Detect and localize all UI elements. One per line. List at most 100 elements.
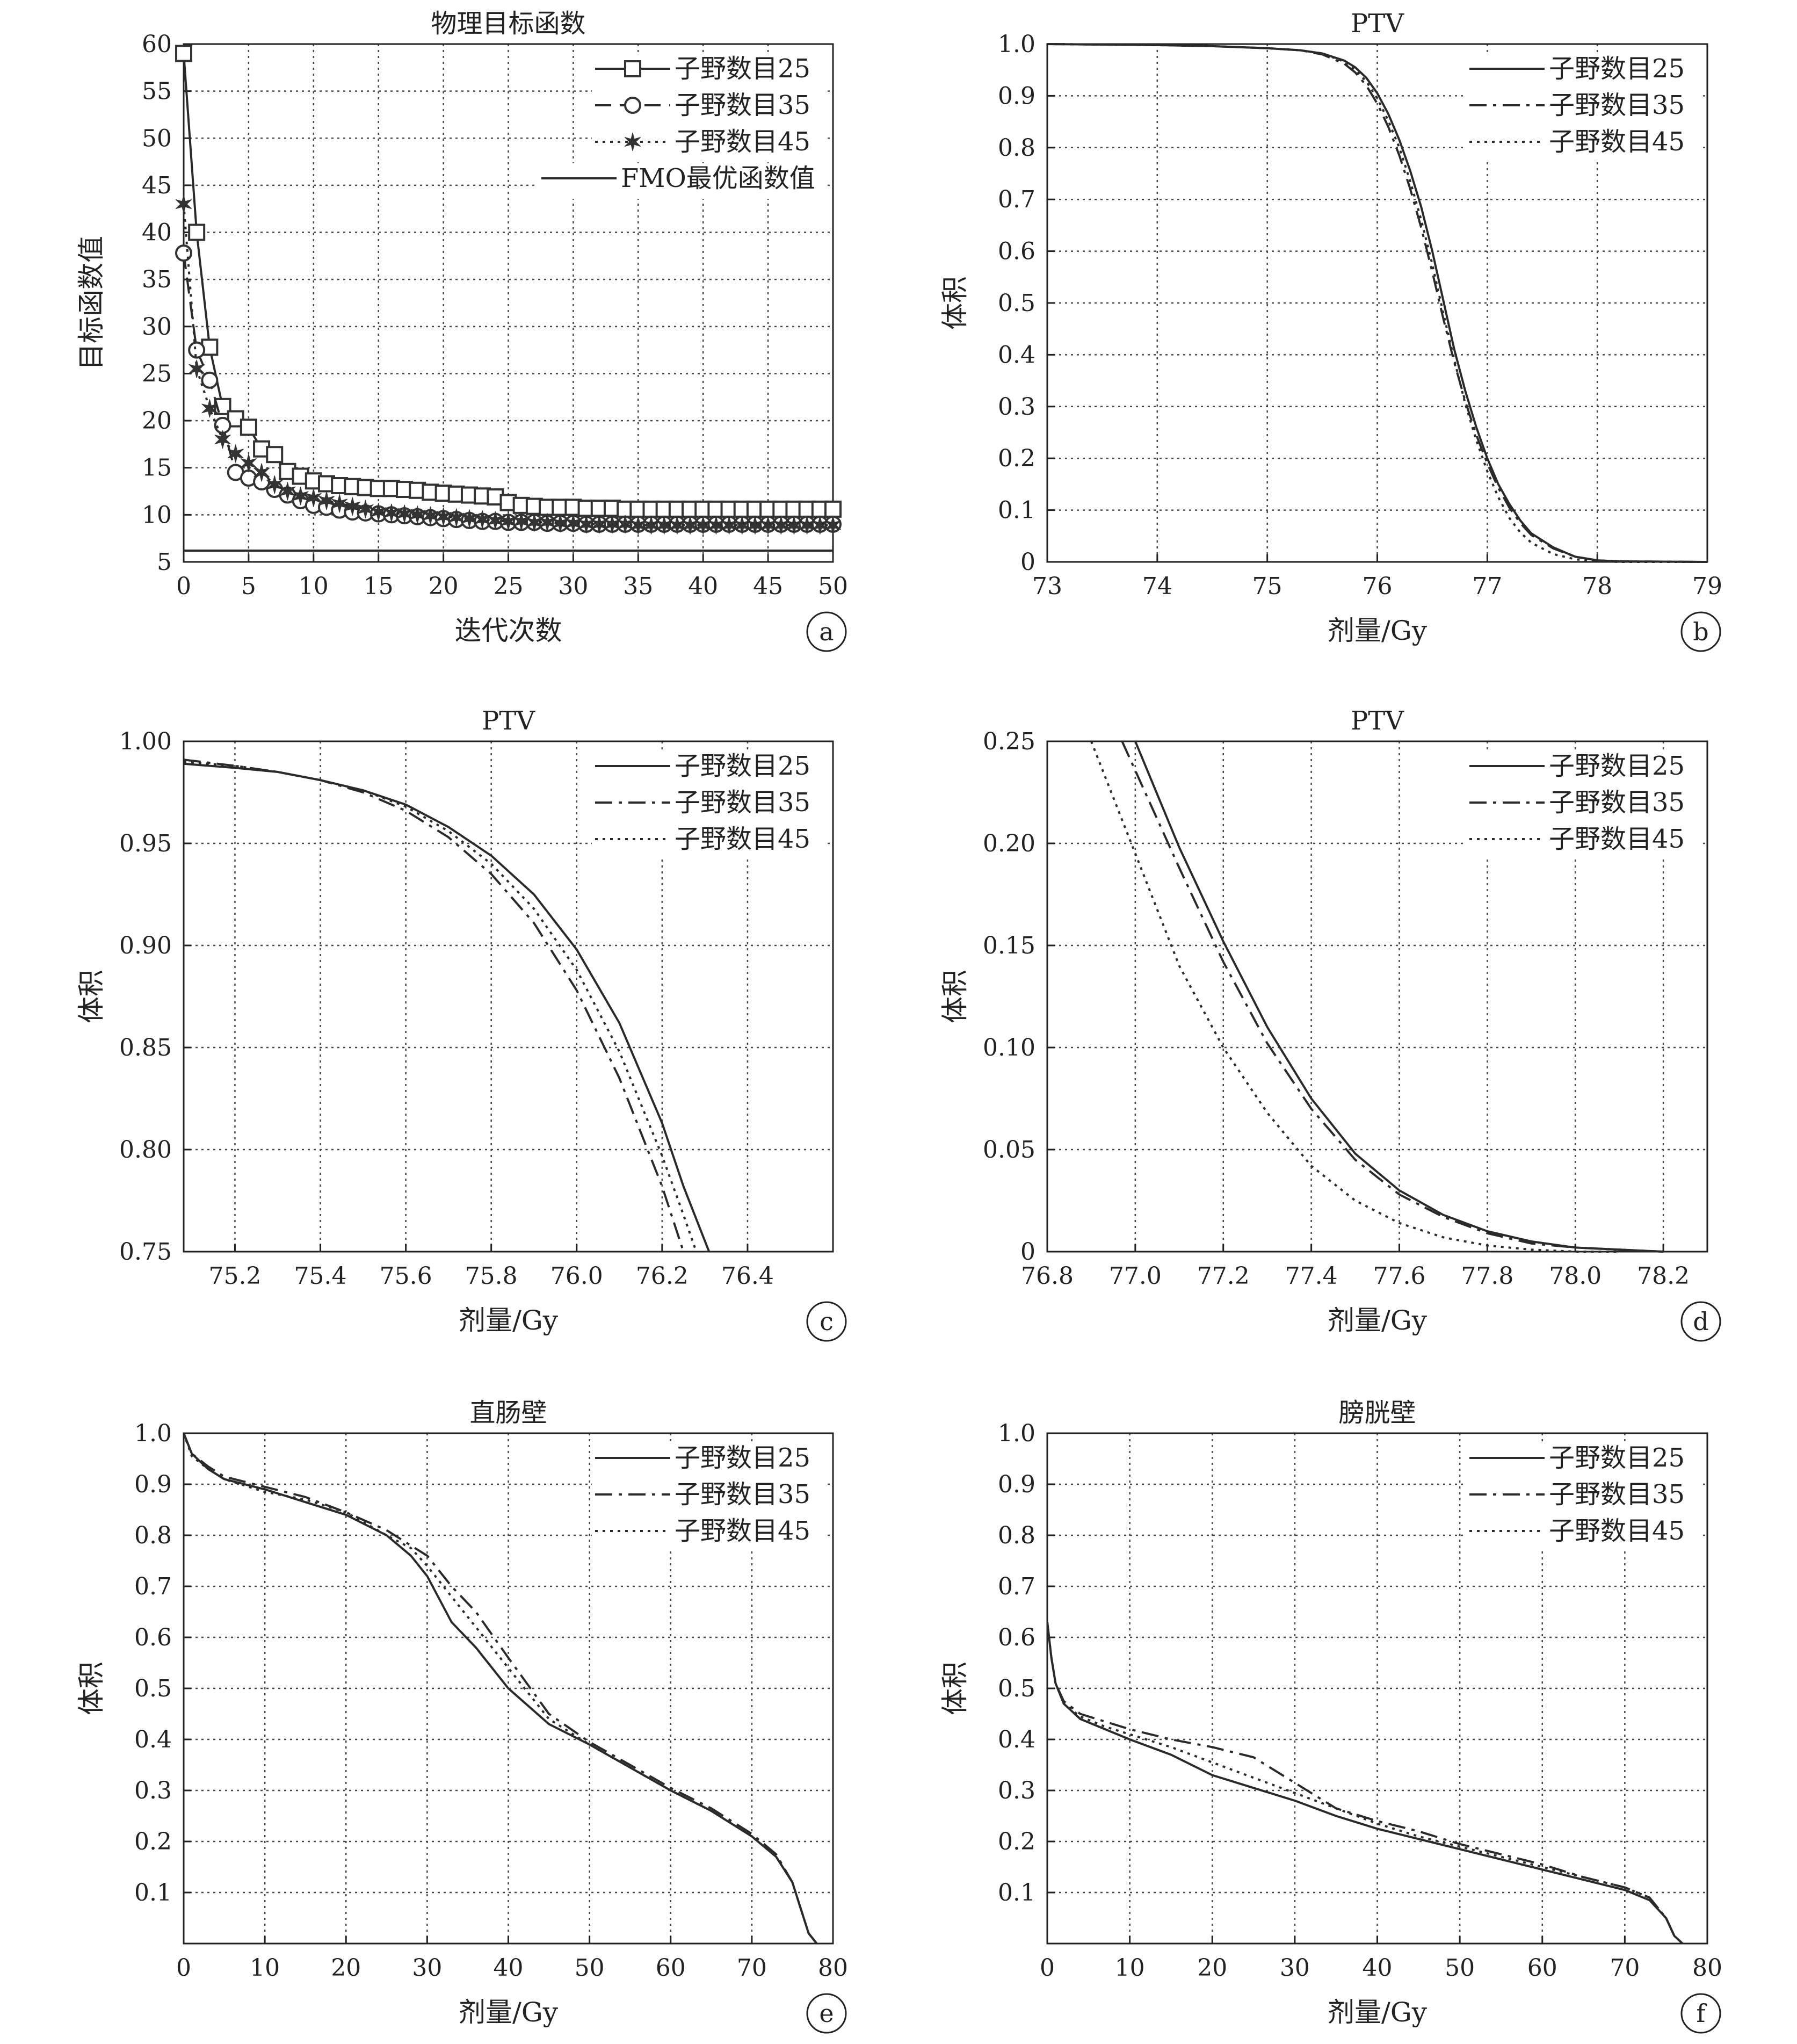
y-tick-label: 0.6	[134, 1624, 172, 1651]
x-tick-label: 75.2	[208, 1262, 261, 1290]
chart-panel-b: 73 74 75 76 77 78 79 0 0.1 0.2 0.3 0.4 0.5 0.6 0.7 0.8 0…	[939, 9, 1722, 652]
y-tick-label: 0.1	[998, 497, 1035, 524]
chart-title: 直肠壁	[469, 1398, 547, 1428]
y-tick-label: 35	[142, 266, 172, 293]
panel-label: c	[820, 1307, 834, 1336]
y-tick-label: 0.25	[983, 728, 1035, 755]
legend-item-label: 子野数目45	[675, 1516, 810, 1546]
x-tick-label: 10	[250, 1954, 280, 1982]
y-tick-label: 15	[142, 454, 172, 482]
panel-label: d	[1693, 1307, 1708, 1336]
legend-bg	[538, 163, 828, 199]
data-point-a-2	[448, 508, 465, 527]
y-axis-label: 体积	[76, 1662, 107, 1715]
legend-bg	[592, 1516, 828, 1551]
data-point-a-2	[539, 513, 556, 532]
data-point-a-2	[552, 514, 569, 533]
panel-label-circle	[1680, 1993, 1721, 2034]
x-tick-label: 79	[1692, 573, 1722, 600]
series-line-f-2	[1047, 1622, 1684, 1945]
legend-item-label: FMO最优函数值	[621, 163, 815, 193]
data-point-a-2	[799, 516, 815, 535]
series-line-e-2	[184, 1433, 818, 1945]
data-point-a-2	[617, 515, 634, 534]
legend-item-label: 子野数目45	[1549, 127, 1685, 157]
legend-item-label: 子野数目35	[675, 90, 810, 120]
data-point-a-2	[318, 491, 335, 510]
y-tick-label: 0	[1020, 1238, 1035, 1266]
data-point-a-2	[630, 516, 647, 535]
legend-item-label: 子野数目25	[675, 1443, 810, 1473]
data-point-a-2	[786, 516, 802, 535]
y-tick-label: 0.8	[998, 1522, 1035, 1549]
legend-bg	[1466, 54, 1702, 89]
y-tick-label: 0.85	[119, 1034, 172, 1061]
chart-title: PTV	[1351, 9, 1404, 39]
y-tick-label: 0.6	[998, 238, 1035, 265]
series-line-f-0	[1047, 1622, 1684, 1945]
y-axis-label: 体积	[76, 970, 107, 1023]
data-point-a-2	[487, 511, 504, 530]
x-tick-label: 77	[1472, 573, 1502, 600]
data-point-a-0	[188, 223, 206, 241]
y-tick-label: 0.9	[998, 1471, 1035, 1498]
x-tick-label: 76.8	[1021, 1262, 1074, 1290]
legend-item-label: 子野数目35	[675, 1479, 810, 1509]
legend-item-label: 子野数目45	[675, 824, 810, 854]
chart-panel-a: 0 5 10 15 20 25 30 35 40 45 5051015202530354045505…	[76, 9, 848, 652]
legend-bg	[592, 788, 828, 823]
y-tick-label: 0.5	[998, 1675, 1035, 1702]
y-tick-label: 0.90	[119, 932, 172, 959]
legend-bg	[1466, 1516, 1702, 1551]
chart-title: 物理目标函数	[431, 9, 585, 39]
x-tick-label: 78.0	[1549, 1262, 1602, 1290]
series-line-b-1	[1047, 43, 1707, 563]
x-tick-label: 30	[558, 573, 588, 600]
data-point-a-2	[474, 510, 491, 529]
plot-frame	[1046, 740, 1708, 1253]
series-line-c-1	[184, 759, 685, 1252]
y-tick-label: 0.80	[119, 1136, 172, 1164]
x-tick-label: 5	[241, 573, 256, 600]
data-point-a-0	[266, 446, 284, 464]
x-tick-label: 15	[364, 573, 394, 600]
y-tick-label: 30	[142, 313, 172, 341]
x-tick-label: 78.2	[1637, 1262, 1690, 1290]
legend-bg	[592, 824, 828, 860]
legend-bg	[1466, 824, 1702, 860]
y-tick-label: 1.0	[134, 1420, 172, 1447]
y-tick-label: 0.15	[983, 932, 1035, 959]
data-point-a-0	[824, 500, 842, 518]
series-line-d-1	[1121, 741, 1664, 1253]
y-tick-label: 10	[142, 501, 172, 529]
data-point-a-2	[305, 488, 322, 507]
x-tick-label: 75.4	[294, 1262, 347, 1290]
y-tick-label: 1.00	[119, 728, 172, 755]
y-tick-label: 0.6	[998, 1624, 1035, 1651]
x-tick-label: 20	[1197, 1954, 1227, 1982]
chart-panel-f: 0 10 20 30 40 50 60 70 80 0.1 0.2 0.3 0.4 0.5 0.6 0.7 0.…	[939, 1398, 1722, 2034]
panel-label: a	[819, 617, 834, 646]
x-tick-label: 60	[1527, 1954, 1557, 1982]
data-point-a-2	[357, 500, 374, 518]
data-point-a-2	[604, 515, 621, 534]
y-axis-label: 体积	[939, 1662, 970, 1715]
y-tick-label: 0.2	[998, 445, 1035, 472]
x-axis-label: 剂量/Gy	[1328, 1997, 1428, 2028]
data-point-a-2	[500, 512, 517, 531]
x-tick-label: 77.6	[1373, 1262, 1425, 1290]
x-tick-label: 80	[1692, 1954, 1722, 1982]
x-axis-label: 剂量/Gy	[1328, 1305, 1428, 1336]
y-tick-label: 0.3	[998, 1777, 1035, 1804]
legend-item-label: 子野数目25	[675, 751, 810, 781]
legend-item-label: 子野数目35	[1549, 788, 1685, 818]
x-tick-label: 0	[1040, 1954, 1055, 1982]
legend-item-label: 子野数目25	[675, 54, 810, 84]
data-point-a-2	[370, 502, 387, 522]
y-tick-label: 40	[142, 219, 172, 247]
data-point-a-2	[695, 516, 712, 535]
x-tick-label: 0	[176, 1954, 191, 1982]
x-axis-label: 剂量/Gy	[459, 1997, 559, 2028]
data-point-a-2	[435, 507, 452, 526]
y-tick-label: 25	[142, 360, 172, 387]
